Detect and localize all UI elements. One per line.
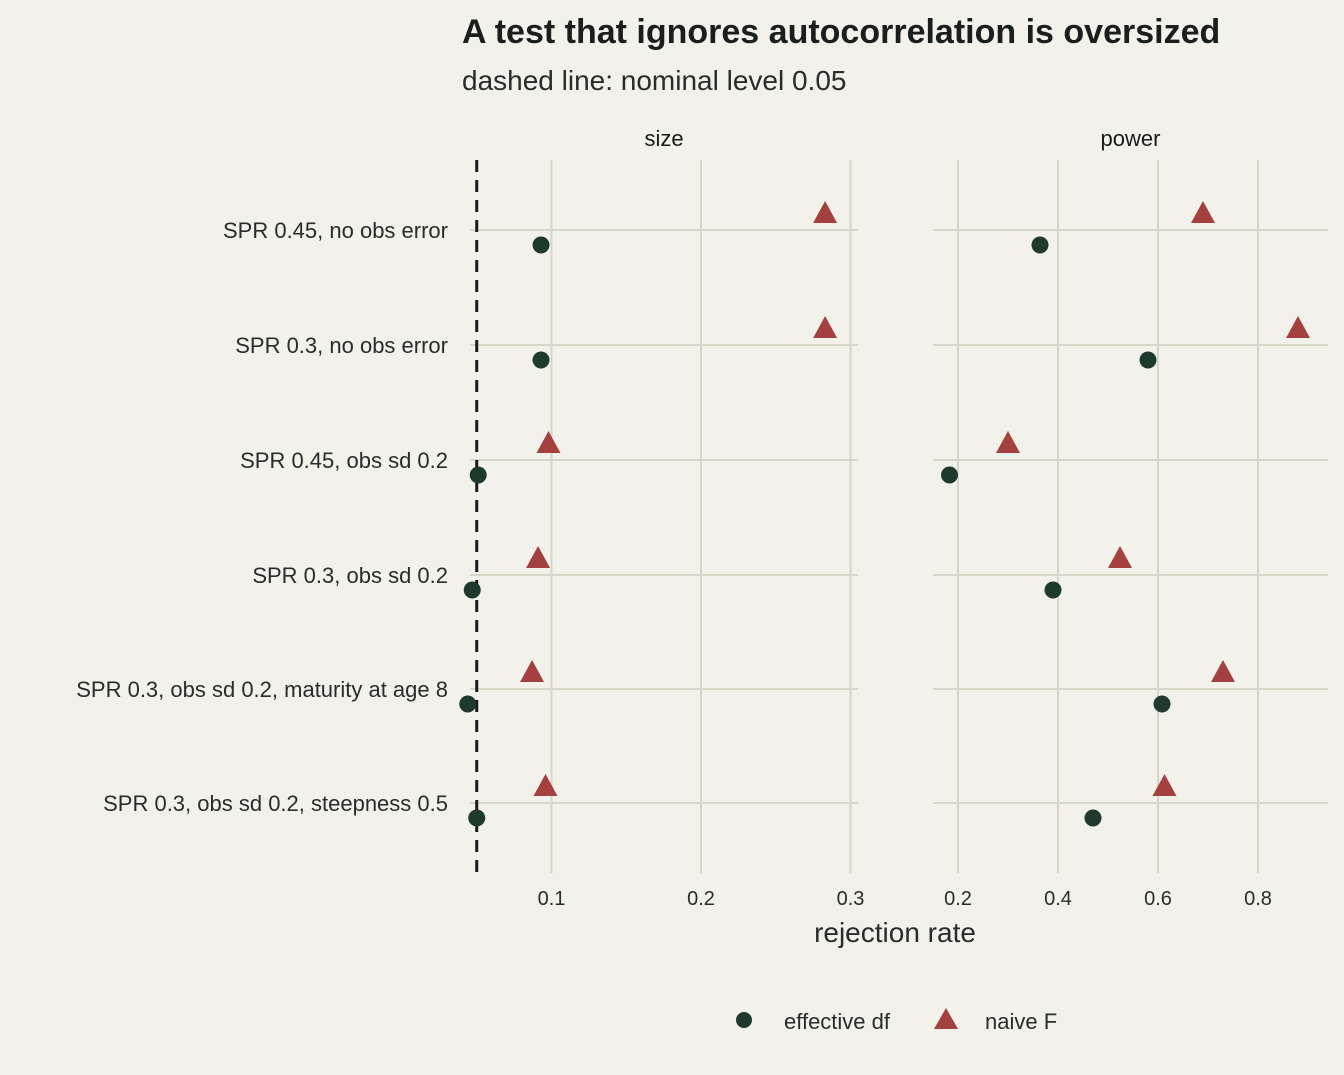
point-effective-df (1044, 581, 1062, 599)
point-effective-df (468, 809, 486, 827)
category-label: SPR 0.3, obs sd 0.2, maturity at age 8 (76, 677, 448, 702)
point-naive-f (533, 774, 558, 796)
point-naive-f (1108, 546, 1132, 568)
point-naive-f (526, 546, 551, 568)
x-tick-label: 0.4 (1044, 888, 1072, 910)
x-tick-label: 0.8 (1244, 888, 1272, 910)
point-effective-df (1153, 695, 1171, 713)
plot-area: SPR 0.45, no obs error SPR 0.3, no obs er… (76, 126, 1328, 910)
legend-label-naive-f: naive F (985, 1009, 1057, 1034)
point-naive-f (520, 660, 545, 682)
facet-strip-label: power (1101, 126, 1161, 151)
legend: effective df naive F (736, 1008, 1057, 1034)
point-naive-f (1191, 201, 1215, 223)
legend-label-effective-df: effective df (784, 1009, 891, 1034)
point-naive-f (813, 316, 838, 338)
point-effective-df (1084, 809, 1102, 827)
point-naive-f (813, 201, 838, 223)
chart-subtitle: dashed line: nominal level 0.05 (462, 65, 846, 96)
x-tick-label: 0.2 (687, 888, 715, 910)
point-naive-f (536, 431, 561, 453)
category-label: SPR 0.3, no obs error (235, 333, 448, 358)
category-label: SPR 0.3, obs sd 0.2, steepness 0.5 (103, 791, 448, 816)
point-effective-df (459, 695, 477, 713)
point-effective-df (532, 351, 550, 369)
point-naive-f (1152, 774, 1177, 796)
point-effective-df (463, 581, 481, 599)
x-tick-label: 0.1 (538, 888, 566, 910)
category-label: SPR 0.45, no obs error (223, 218, 448, 243)
x-tick-label: 0.3 (837, 888, 865, 910)
x-axis-title: rejection rate (814, 917, 976, 948)
facet-panel-power: power 0.2 0.4 0.6 0.8 (933, 126, 1328, 910)
point-effective-df (1031, 236, 1049, 254)
x-tick-label: 0.6 (1144, 888, 1172, 910)
x-tick-label: 0.2 (944, 888, 972, 910)
point-effective-df (469, 466, 487, 484)
category-label: SPR 0.3, obs sd 0.2 (252, 563, 448, 588)
point-naive-f (1286, 316, 1310, 338)
point-effective-df (941, 466, 958, 484)
legend-marker-triangle (934, 1008, 958, 1029)
chart-title: A test that ignores autocorrelation is o… (462, 13, 1220, 51)
facet-strip-label: size (644, 126, 683, 151)
category-label: SPR 0.45, obs sd 0.2 (240, 448, 448, 473)
point-naive-f (996, 431, 1020, 453)
facet-panel-size: size 0.1 0.2 0.3 (459, 126, 864, 910)
legend-marker-circle (736, 1012, 752, 1028)
point-naive-f (1211, 660, 1235, 682)
point-effective-df (1139, 351, 1157, 369)
point-effective-df (532, 236, 550, 254)
